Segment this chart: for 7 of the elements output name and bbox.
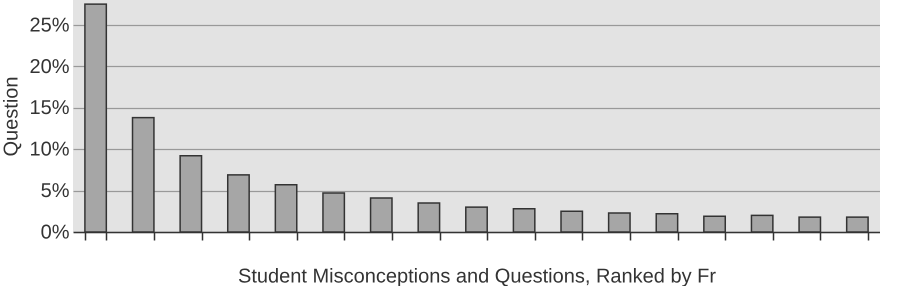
- y-axis-title: Question: [0, 76, 22, 157]
- y-tick-label: 5%: [40, 180, 70, 202]
- y-tick-label: 0%: [40, 222, 70, 244]
- y-tick-label: 15%: [29, 97, 70, 120]
- y-tick-label: 10%: [29, 138, 70, 161]
- y-tick-label: 20%: [29, 56, 70, 78]
- y-tick-label: 25%: [29, 14, 70, 36]
